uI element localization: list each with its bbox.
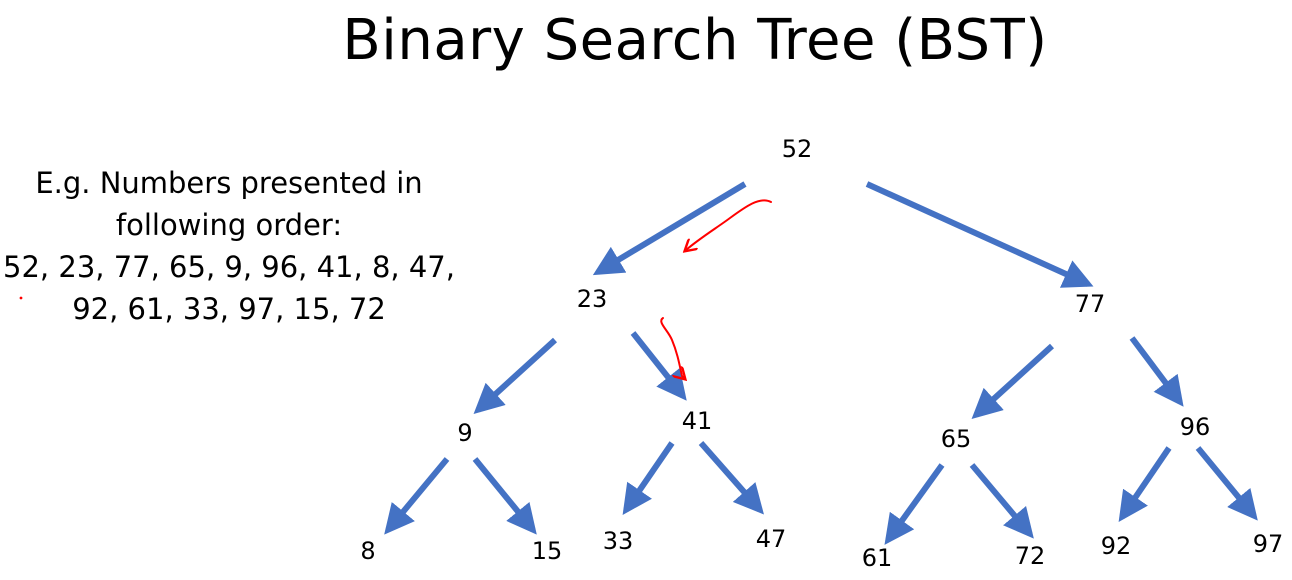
- node-41: 41: [682, 407, 713, 435]
- node-92: 92: [1101, 532, 1132, 560]
- example-line-4: 92, 61, 33, 97, 15, 72: [72, 292, 386, 326]
- node-77: 77: [1075, 290, 1106, 318]
- edge-52-23: [592, 181, 747, 276]
- annotation-path-23-41: [660, 317, 684, 378]
- edge-23-9: [473, 337, 558, 415]
- example-text-block: E.g. Numbers presented in following orde…: [0, 162, 458, 330]
- node-47: 47: [756, 525, 787, 553]
- node-52: 52: [782, 135, 813, 163]
- node-97: 97: [1253, 530, 1284, 558]
- annotation-path-52-23: [686, 199, 772, 250]
- edge-9-8: [384, 457, 450, 535]
- nodes-layer: 52 23 77 9 41 65 96 8 15 33 47 61 72 92 97: [360, 135, 1283, 572]
- example-line-3: 52, 23, 77, 65, 9, 96, 41, 8, 47,: [3, 250, 455, 284]
- node-96: 96: [1180, 413, 1211, 441]
- edge-52-77: [865, 181, 1094, 288]
- node-23: 23: [577, 285, 608, 313]
- node-33: 33: [603, 527, 634, 555]
- edge-23-41: [630, 331, 687, 401]
- edges-layer: [384, 181, 1258, 545]
- node-9: 9: [457, 419, 472, 447]
- edge-65-72: [969, 463, 1034, 539]
- edge-96-92: [1118, 446, 1172, 522]
- red-dot-mark: [19, 296, 23, 300]
- example-line-2: following order:: [115, 208, 343, 242]
- edge-41-33: [622, 441, 675, 515]
- node-72: 72: [1015, 542, 1046, 570]
- edge-9-15: [472, 457, 537, 535]
- edge-77-65: [971, 343, 1055, 420]
- node-65: 65: [941, 425, 972, 453]
- example-line-1: E.g. Numbers presented in: [35, 166, 423, 200]
- edge-65-61: [884, 463, 945, 545]
- node-15: 15: [532, 537, 563, 565]
- edge-96-97: [1195, 446, 1258, 521]
- edge-77-96: [1129, 336, 1184, 407]
- node-8: 8: [360, 537, 375, 565]
- annotations-layer: [660, 199, 772, 378]
- node-61: 61: [862, 544, 893, 572]
- edge-41-47: [698, 441, 764, 515]
- slide-title: Binary Search Tree (BST): [342, 8, 1048, 73]
